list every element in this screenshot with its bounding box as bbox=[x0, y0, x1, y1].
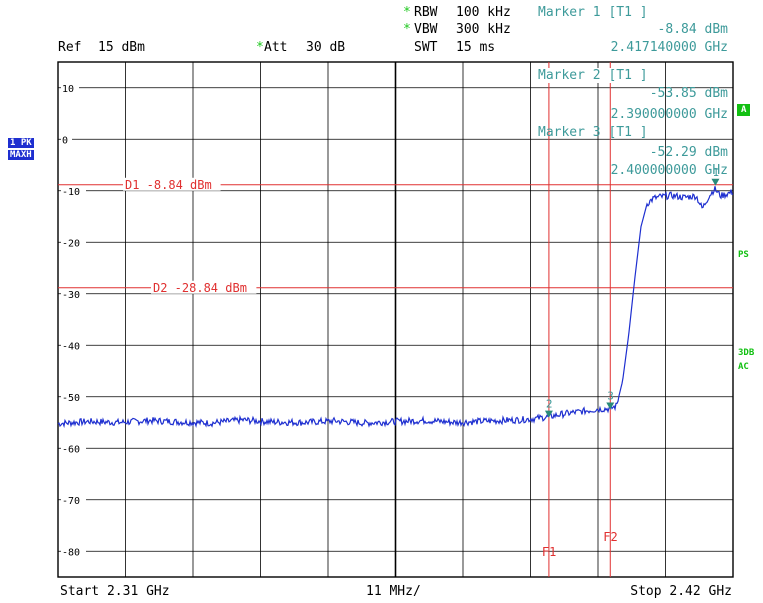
stop-frequency: Stop 2.42 GHz bbox=[630, 584, 732, 599]
trace-mode-badge: MAXH bbox=[8, 150, 34, 160]
y-tick-label-bg bbox=[61, 442, 86, 455]
frequency-line-label-f2: F2 bbox=[603, 530, 617, 544]
grid bbox=[57, 61, 734, 578]
marker-3-freq: 2.400000000 GHz bbox=[610, 163, 728, 178]
marker-2-number: 2 bbox=[546, 398, 553, 411]
trace-a-badge: A bbox=[737, 104, 751, 116]
trace-line bbox=[57, 186, 734, 429]
ref-value: 15 dBm bbox=[98, 40, 145, 55]
display-lines: D1 -8.84 dBm D2 -28.84 dBm bbox=[58, 177, 733, 295]
frequency-line-label-f1: F1 bbox=[542, 545, 556, 559]
y-tick-label-bg bbox=[61, 287, 86, 300]
vbw-star: * bbox=[403, 22, 411, 37]
y-tick-label-bg bbox=[61, 81, 79, 94]
display-line-label-d1: D1 -8.84 dBm bbox=[125, 178, 212, 192]
swt-value: 15 ms bbox=[456, 40, 496, 55]
y-tick-label: -20 bbox=[62, 238, 80, 249]
display-line-label-bg bbox=[123, 177, 221, 191]
y-tick-label-bg bbox=[61, 133, 72, 146]
y-tick-label: -60 bbox=[62, 444, 80, 455]
y-tick-label: -50 bbox=[62, 393, 80, 404]
marker-1-freq: 2.417140000 GHz bbox=[610, 40, 728, 55]
marker-3-title: Marker 3 [T1 ] bbox=[538, 125, 648, 140]
display-line-label-d2: D2 -28.84 dBm bbox=[153, 281, 247, 295]
span-per-division: 11 MHz/ bbox=[366, 584, 421, 599]
y-tick-label: 0 bbox=[62, 135, 68, 146]
rbw-value: 100 kHz bbox=[456, 5, 511, 20]
att-value: 30 dB bbox=[306, 40, 346, 55]
y-tick-label: -80 bbox=[62, 547, 80, 558]
rbw-label: RBW bbox=[414, 5, 438, 20]
y-tick-label-bg bbox=[61, 339, 86, 352]
ac-label: AC bbox=[738, 362, 749, 372]
marker-2-level: -53.85 dBm bbox=[649, 86, 728, 101]
marker-1-number: 1 bbox=[712, 166, 719, 179]
y-tick-label: 10 bbox=[62, 84, 74, 95]
y-tick-label-bg bbox=[61, 390, 86, 403]
y-tick-label: -30 bbox=[62, 290, 80, 301]
y-tick-label: -10 bbox=[62, 187, 80, 198]
marker-3-point bbox=[606, 402, 615, 410]
start-frequency: Start 2.31 GHz bbox=[60, 584, 170, 599]
marker-2-freq: 2.390000000 GHz bbox=[610, 107, 728, 122]
3db-label: 3DB bbox=[738, 348, 755, 358]
rbw-star: * bbox=[403, 5, 411, 20]
swt-label: SWT bbox=[414, 40, 438, 55]
marker-3-level: -52.29 dBm bbox=[649, 145, 728, 160]
y-tick-labels: 10 0 -10 -20 -30 -40 -50 -60 -70 -80 bbox=[61, 81, 86, 558]
vbw-value: 300 kHz bbox=[456, 22, 511, 37]
marker-3-number: 3 bbox=[607, 390, 614, 403]
frequency-lines: F1 F2 bbox=[542, 62, 618, 577]
ref-label: Ref bbox=[58, 40, 82, 55]
att-star: * bbox=[256, 40, 264, 55]
marker-1-title: Marker 1 [T1 ] bbox=[538, 5, 648, 20]
y-tick-label: -40 bbox=[62, 341, 80, 352]
y-tick-label-bg bbox=[61, 493, 86, 506]
marker-2-point bbox=[544, 410, 553, 418]
marker-points: 1 2 3 bbox=[544, 166, 720, 418]
trace-detector-badge: 1 PK bbox=[8, 138, 34, 148]
ps-label: PS bbox=[738, 250, 749, 260]
marker-1-point bbox=[711, 178, 720, 186]
y-tick-label: -70 bbox=[62, 496, 80, 507]
vbw-label: VBW bbox=[414, 22, 438, 37]
y-tick-label-bg bbox=[61, 545, 86, 558]
display-line-label-bg bbox=[151, 280, 257, 294]
y-tick-label-bg bbox=[61, 236, 86, 249]
y-tick-label-bg bbox=[61, 184, 86, 197]
marker-2-title: Marker 2 [T1 ] bbox=[538, 68, 648, 83]
marker-1-level: -8.84 dBm bbox=[657, 22, 728, 37]
att-label: Att bbox=[264, 40, 288, 55]
